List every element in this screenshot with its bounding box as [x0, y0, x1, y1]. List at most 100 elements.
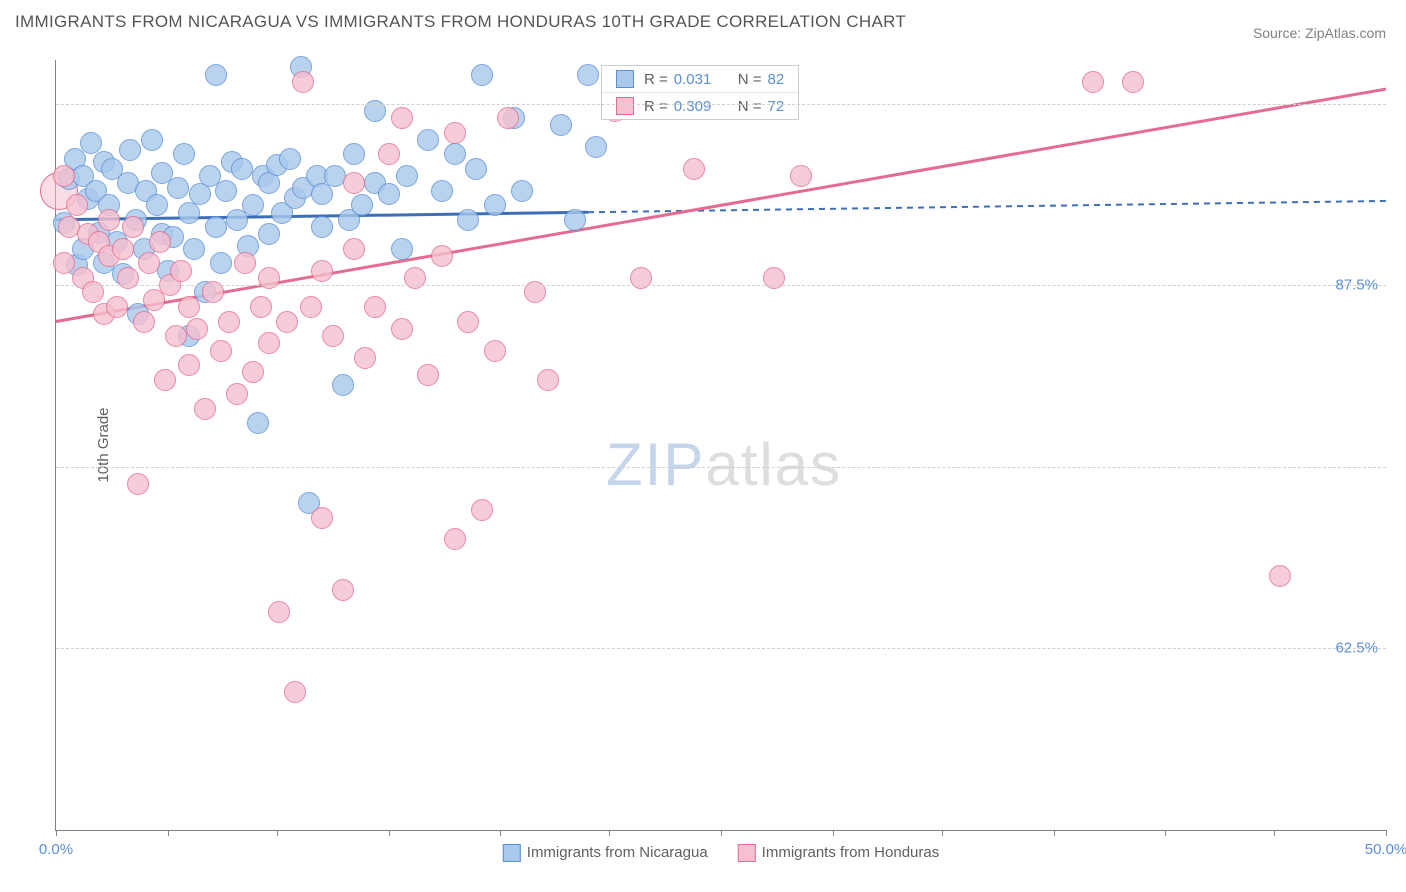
legend-row: R = 0.031 N = 82 — [602, 66, 798, 93]
legend-swatch — [503, 844, 521, 862]
scatter-point — [391, 318, 413, 340]
scatter-point — [683, 158, 705, 180]
legend-n-label: N = — [738, 71, 762, 88]
x-tick — [942, 830, 943, 836]
scatter-point — [276, 311, 298, 333]
scatter-point — [226, 383, 248, 405]
gridline — [56, 104, 1386, 105]
scatter-point — [215, 180, 237, 202]
legend-r-label: R = — [644, 98, 668, 115]
scatter-point — [343, 143, 365, 165]
x-tick — [500, 830, 501, 836]
scatter-point — [465, 158, 487, 180]
scatter-point — [146, 194, 168, 216]
scatter-point — [183, 238, 205, 260]
scatter-point — [484, 194, 506, 216]
scatter-point — [234, 252, 256, 274]
scatter-point — [66, 194, 88, 216]
x-tick — [1274, 830, 1275, 836]
scatter-point — [98, 209, 120, 231]
scatter-point — [279, 148, 301, 170]
y-tick-label: 87.5% — [1335, 277, 1378, 294]
gridline — [56, 648, 1386, 649]
legend-r-value: 0.031 — [674, 71, 724, 88]
scatter-point — [231, 158, 253, 180]
gridline — [56, 467, 1386, 468]
scatter-point — [218, 311, 240, 333]
x-tick — [609, 830, 610, 836]
scatter-point — [471, 499, 493, 521]
scatter-point — [53, 165, 75, 187]
scatter-point — [268, 601, 290, 623]
scatter-point — [1269, 565, 1291, 587]
scatter-point — [444, 143, 466, 165]
scatter-point — [332, 579, 354, 601]
scatter-point — [173, 143, 195, 165]
scatter-point — [1082, 71, 1104, 93]
legend-swatch — [616, 70, 634, 88]
scatter-point — [242, 194, 264, 216]
scatter-point — [250, 296, 272, 318]
scatter-point — [194, 398, 216, 420]
scatter-point — [186, 318, 208, 340]
scatter-point — [122, 216, 144, 238]
legend-n-value: 72 — [768, 98, 785, 115]
scatter-point — [247, 412, 269, 434]
scatter-point — [1122, 71, 1144, 93]
scatter-point — [364, 296, 386, 318]
scatter-point — [127, 473, 149, 495]
scatter-point — [391, 238, 413, 260]
scatter-point — [790, 165, 812, 187]
scatter-point — [537, 369, 559, 391]
scatter-point — [354, 347, 376, 369]
scatter-point — [178, 296, 200, 318]
correlation-legend: R = 0.031 N = 82 R = 0.309 N = 72 — [601, 65, 799, 120]
x-tick-label: 50.0% — [1365, 841, 1406, 858]
scatter-point — [119, 139, 141, 161]
scatter-point — [417, 364, 439, 386]
scatter-point — [444, 528, 466, 550]
x-tick — [389, 830, 390, 836]
scatter-point — [170, 260, 192, 282]
scatter-point — [106, 296, 128, 318]
source-attribution: Source: ZipAtlas.com — [1253, 25, 1386, 41]
scatter-point — [154, 369, 176, 391]
scatter-point — [585, 136, 607, 158]
x-tick — [833, 830, 834, 836]
legend-item: Immigrants from Honduras — [738, 844, 940, 862]
scatter-point — [300, 296, 322, 318]
scatter-point — [577, 64, 599, 86]
legend-row: R = 0.309 N = 72 — [602, 93, 798, 119]
scatter-point — [511, 180, 533, 202]
legend-label: Immigrants from Nicaragua — [527, 844, 708, 861]
scatter-point — [457, 311, 479, 333]
y-tick-label: 62.5% — [1335, 640, 1378, 657]
legend-r-value: 0.309 — [674, 98, 724, 115]
legend-label: Immigrants from Honduras — [762, 844, 940, 861]
x-tick — [1054, 830, 1055, 836]
plot-area: 10th Grade ZIPatlas R =0.031N =82R =0.30… — [55, 60, 1386, 831]
x-tick — [56, 830, 57, 836]
scatter-point — [311, 507, 333, 529]
scatter-point — [80, 132, 102, 154]
x-tick — [277, 830, 278, 836]
legend-r-label: R = — [644, 71, 668, 88]
x-tick — [168, 830, 169, 836]
scatter-point — [431, 180, 453, 202]
scatter-point — [133, 311, 155, 333]
scatter-point — [311, 260, 333, 282]
gridline — [56, 285, 1386, 286]
scatter-point — [550, 114, 572, 136]
scatter-point — [167, 177, 189, 199]
scatter-point — [343, 238, 365, 260]
legend-n-label: N = — [738, 98, 762, 115]
legend-n-value: 82 — [768, 71, 785, 88]
legend-swatch — [738, 844, 756, 862]
scatter-point — [431, 245, 453, 267]
scatter-point — [343, 172, 365, 194]
scatter-point — [258, 172, 280, 194]
x-tick — [721, 830, 722, 836]
scatter-point — [471, 64, 493, 86]
scatter-point — [332, 374, 354, 396]
scatter-point — [178, 354, 200, 376]
